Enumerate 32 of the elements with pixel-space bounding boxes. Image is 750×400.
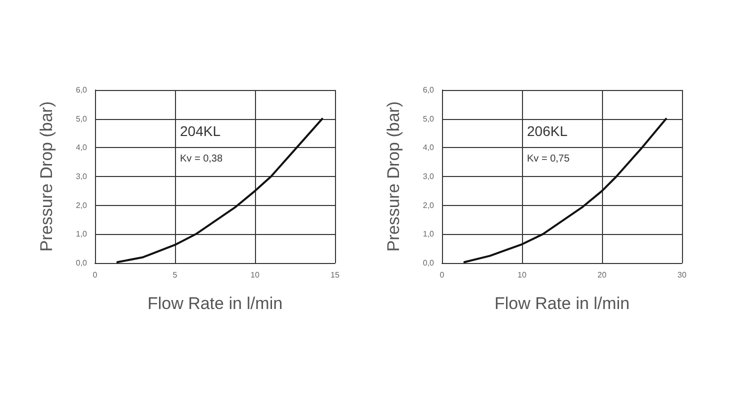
annotation: Kv = 0,38 xyxy=(180,154,223,164)
y-tick-label: 5,0 xyxy=(76,114,88,124)
x-axis-title: Flow Rate in l/min xyxy=(147,294,283,313)
y-tick-label: 3,0 xyxy=(422,172,435,181)
x-tick-label: 10 xyxy=(250,270,260,280)
y-tick-label: 2,0 xyxy=(76,200,88,210)
x-tick-label: 10 xyxy=(518,270,527,280)
y-tick-label: 6,0 xyxy=(422,86,435,94)
x-tick-label: 15 xyxy=(330,270,340,280)
y-tick-label: 4,0 xyxy=(422,143,435,152)
x-axis-title: Flow Rate in l/min xyxy=(494,294,630,313)
line-series xyxy=(116,118,324,264)
y-tick-label: 0,0 xyxy=(422,258,435,268)
annotation: Kv = 0,75 xyxy=(527,154,570,164)
y-tick-label: 1,0 xyxy=(422,230,435,239)
x-tick-label: 20 xyxy=(598,270,607,280)
line-series xyxy=(463,118,667,264)
y-tick-label: 3,0 xyxy=(76,172,88,181)
y-tick-label: 4,0 xyxy=(76,143,88,152)
y-tick-label: 2,0 xyxy=(422,200,435,210)
y-tick-label: 5,0 xyxy=(422,114,435,124)
y-axis-title: Pressure Drop (bar) xyxy=(384,101,403,252)
x-tick-label: 5 xyxy=(172,270,178,280)
x-tick-label: 30 xyxy=(678,270,687,280)
y-axis-title: Pressure Drop (bar) xyxy=(37,101,56,252)
y-tick-label: 1,0 xyxy=(76,230,88,239)
x-tick-label: 0 xyxy=(92,270,98,280)
y-tick-label: 0,0 xyxy=(76,258,88,268)
x-tick-label: 0 xyxy=(440,270,445,280)
y-tick-label: 6,0 xyxy=(76,86,88,94)
annotation: 206KL xyxy=(527,123,568,139)
annotation: 204KL xyxy=(180,123,221,139)
